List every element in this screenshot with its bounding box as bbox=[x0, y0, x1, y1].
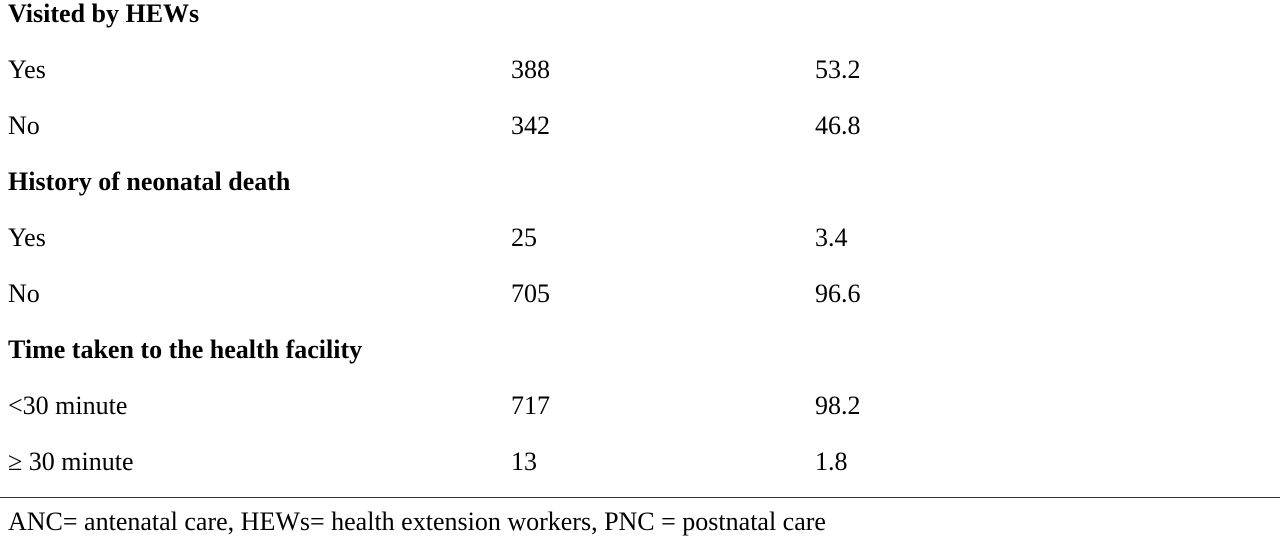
percent-cell: 46.8 bbox=[815, 111, 861, 140]
row-label: <30 minute bbox=[8, 391, 128, 420]
section-title: Time taken to the health facility bbox=[8, 335, 363, 364]
percent-cell: 53.2 bbox=[815, 55, 861, 84]
count-cell: 705 bbox=[511, 279, 550, 308]
count-cell: 13 bbox=[511, 447, 537, 476]
percent-cell: 3.4 bbox=[815, 223, 848, 252]
percent-cell: 1.8 bbox=[815, 447, 848, 476]
row-label: No bbox=[8, 111, 40, 140]
section-title: History of neonatal death bbox=[8, 167, 291, 196]
section-title: Visited by HEWs bbox=[8, 0, 200, 28]
row-label: Yes bbox=[8, 55, 46, 84]
percent-cell: 96.6 bbox=[815, 279, 861, 308]
count-cell: 342 bbox=[511, 111, 550, 140]
percent-cell: 98.2 bbox=[815, 391, 861, 420]
row-label: ≥ 30 minute bbox=[8, 447, 134, 476]
row-label: No bbox=[8, 279, 40, 308]
footnote: ANC= antenatal care, HEWs= health extens… bbox=[8, 507, 826, 536]
table-rule bbox=[0, 497, 1280, 498]
row-label: Yes bbox=[8, 223, 46, 252]
count-cell: 717 bbox=[511, 391, 550, 420]
count-cell: 388 bbox=[511, 55, 550, 84]
count-cell: 25 bbox=[511, 223, 537, 252]
